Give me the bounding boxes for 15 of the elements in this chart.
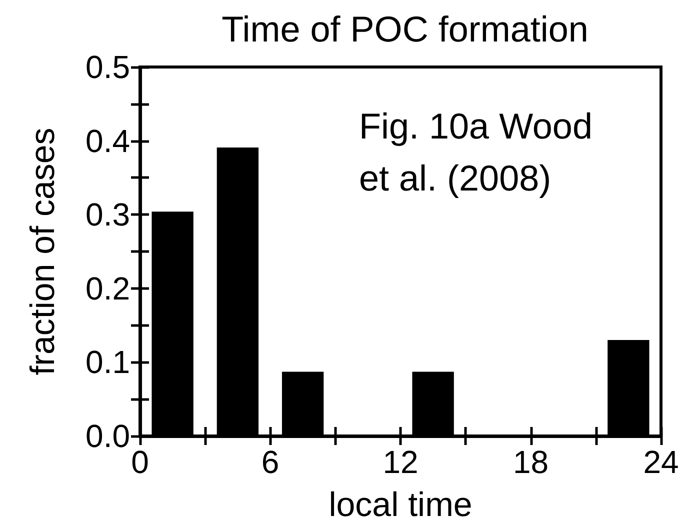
x-tick-label: 18 xyxy=(512,444,549,480)
y-axis-title: fraction of cases xyxy=(24,128,62,376)
x-axis-title: local time xyxy=(328,486,472,524)
y-tick-label: 0.2 xyxy=(86,270,130,306)
y-tick-label: 0.3 xyxy=(86,196,130,233)
x-tick-label: 6 xyxy=(261,444,280,480)
y-tick-label: 0.4 xyxy=(86,122,130,159)
y-tick-label: 0.1 xyxy=(86,344,130,380)
y-tick-label: 0.0 xyxy=(86,418,130,454)
y-tick-label: 0.5 xyxy=(86,49,130,85)
annotation: Fig. 10a Wood et al. (2008) xyxy=(359,106,602,198)
x-tick-label: 24 xyxy=(643,444,679,480)
x-tick-label: 12 xyxy=(382,444,418,480)
x-tick-label: 0 xyxy=(131,444,149,480)
chart-title: Time of POC formation xyxy=(222,8,588,50)
